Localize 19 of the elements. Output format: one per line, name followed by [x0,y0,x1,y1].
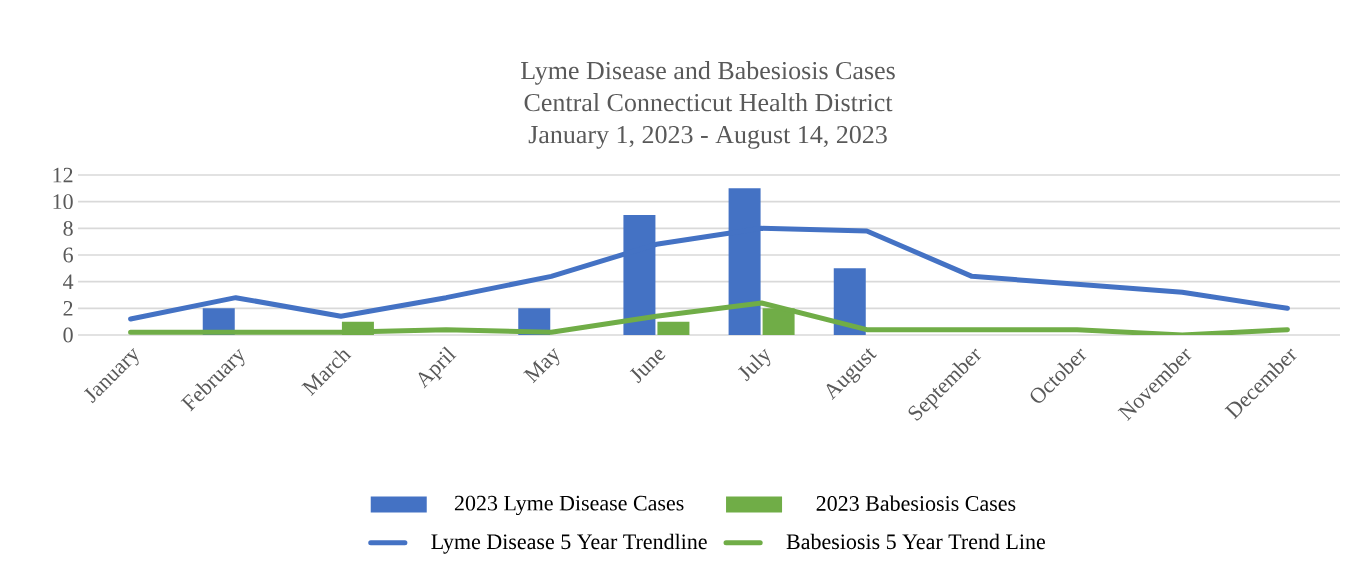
y-tick-label: 8 [63,220,73,236]
x-tick-label: June [629,349,666,384]
chart-subtitle: Central Connecticut Health District [524,93,893,112]
y-tick-label: 12 [53,167,73,183]
legend-label: 2023 Babesiosis Cases [816,495,1016,511]
legend-label: Babesiosis 5 Year Trend Line [786,533,1046,550]
y-tick-label: 0 [63,327,73,343]
y-tick-label: 6 [63,247,73,263]
y-tick-label: 4 [63,274,74,289]
y-tick-label: 2 [63,301,73,316]
legend-label: 2023 Lyme Disease Cases [454,495,684,516]
chart-title: Lyme Disease and Babesiosis Cases [521,61,895,85]
bar [657,321,690,335]
legend-label: Lyme Disease 5 Year Trendline [431,533,707,554]
x-tick-label: July [738,348,771,382]
x-tick-label: May [523,348,560,384]
y-tick-label: 10 [53,194,73,210]
text: January 1, 2023 - August 14, 2023 [528,125,887,149]
bar [833,268,866,335]
